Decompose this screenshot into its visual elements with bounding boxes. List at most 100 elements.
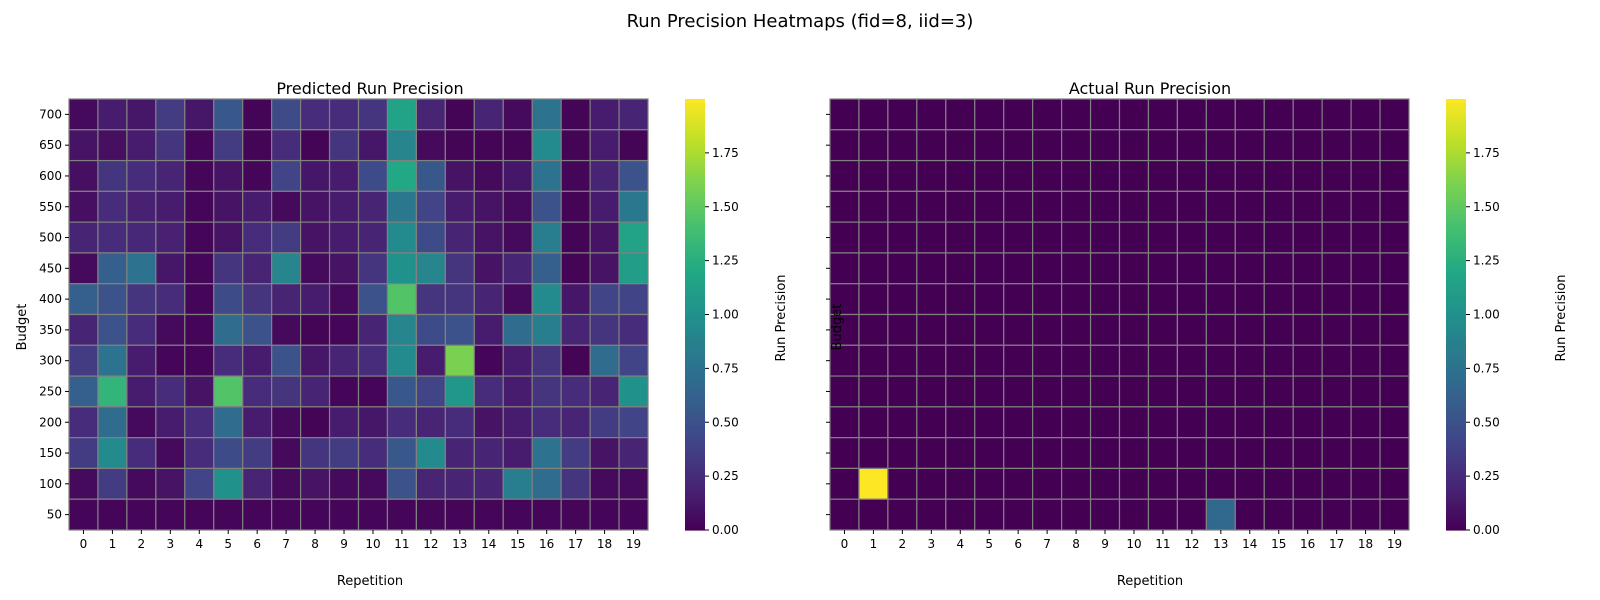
actual-heatmap-cell	[916, 98, 947, 131]
actual-heatmap-cell	[1379, 375, 1410, 408]
actual-heatmap-cell	[945, 252, 976, 285]
actual-heatmap-cell	[1263, 375, 1294, 408]
predicted-heatmap-cell	[97, 159, 128, 192]
predicted-heatmap-cell	[328, 159, 360, 192]
predicted-colorbar-segment	[685, 389, 705, 395]
predicted-heatmap-cell	[126, 467, 157, 500]
actual-heatmap-cell	[1118, 190, 1150, 223]
actual-colorbar-segment	[1446, 454, 1466, 459]
predicted-x-tick-label: 14	[481, 537, 496, 551]
predicted-heatmap-cell	[300, 129, 331, 162]
actual-heatmap-cell	[1176, 313, 1207, 346]
actual-colorbar-segment	[1446, 285, 1466, 290]
actual-heatmap-cell	[1003, 437, 1034, 470]
predicted-heatmap-cell	[473, 159, 504, 192]
predicted-colorbar-segment	[685, 185, 705, 190]
actual-heatmap-cell	[1321, 406, 1352, 439]
predicted-heatmap-cell	[589, 221, 620, 254]
actual-colorbar-segment	[1446, 465, 1466, 470]
actual-heatmap-cell	[1321, 129, 1352, 162]
actual-heatmap-cell	[1003, 129, 1034, 162]
actual-heatmap-cell	[1032, 159, 1063, 192]
actual-heatmap-cell	[1263, 252, 1294, 285]
predicted-heatmap-cell	[184, 98, 215, 131]
actual-x-tick-label: 10	[1126, 537, 1141, 551]
predicted-colorbar-segment	[685, 210, 705, 215]
actual-heatmap-cell	[1060, 252, 1092, 285]
predicted-colorbar-segment	[685, 314, 705, 319]
predicted-colorbar-segment	[685, 167, 705, 172]
predicted-heatmap-cell	[328, 406, 360, 439]
predicted-heatmap-cell	[502, 406, 533, 439]
predicted-heatmap-cell	[271, 283, 302, 316]
predicted-colorbar-segment	[685, 447, 705, 452]
actual-colorbar-segment	[1446, 271, 1466, 276]
actual-heatmap-cell	[1321, 313, 1352, 346]
actual-heatmap-cell	[1147, 375, 1178, 408]
actual-heatmap-cell	[1292, 221, 1323, 254]
predicted-heatmap-cell	[97, 344, 128, 377]
actual-heatmap-cell	[1060, 221, 1092, 254]
actual-heatmap-cell	[1003, 467, 1034, 500]
predicted-heatmap-cell	[328, 190, 360, 223]
predicted-heatmap-cell	[531, 129, 562, 162]
actual-colorbar-segment	[1446, 253, 1466, 258]
predicted-colorbar-segment	[685, 407, 705, 413]
predicted-heatmap-cell	[97, 375, 128, 408]
predicted-heatmap-cell	[502, 221, 533, 254]
predicted-colorbar-segment	[685, 411, 705, 416]
actual-colorbar-segment	[1446, 109, 1466, 114]
predicted-colorbar-segment	[685, 454, 705, 459]
actual-colorbar-tick-label: 1.00	[1473, 308, 1500, 322]
actual-heatmap-cell	[1176, 129, 1207, 162]
actual-heatmap-cell	[1060, 467, 1092, 500]
actual-heatmap-cell	[1205, 498, 1236, 531]
predicted-heatmap-cell	[415, 313, 446, 346]
predicted-heatmap-cell	[328, 313, 360, 346]
predicted-heatmap-cell	[531, 283, 562, 316]
actual-x-axis-label: Repetition	[1117, 574, 1183, 589]
predicted-heatmap-cell	[68, 252, 99, 285]
actual-colorbar-segment	[1446, 443, 1466, 448]
predicted-heatmap-cell	[68, 129, 99, 162]
predicted-x-tick-label: 19	[626, 537, 641, 551]
predicted-heatmap-cell	[126, 313, 157, 346]
actual-x-tick-label: 16	[1300, 537, 1315, 551]
actual-heatmap-cell	[916, 437, 947, 470]
predicted-heatmap-cell	[68, 190, 99, 223]
actual-heatmap-cell	[858, 467, 889, 500]
actual-colorbar-segment	[1446, 224, 1466, 229]
predicted-colorbar-segment	[685, 354, 705, 359]
actual-heatmap-cell	[1060, 129, 1092, 162]
predicted-y-tick-label: 350	[39, 323, 62, 337]
predicted-heatmap-cell	[473, 190, 504, 223]
actual-colorbar-segment	[1446, 400, 1466, 405]
actual-heatmap-cell	[1379, 437, 1410, 470]
actual-heatmap-cell	[1321, 498, 1352, 531]
predicted-colorbar-segment	[685, 375, 705, 380]
predicted-colorbar-segment	[685, 285, 705, 290]
actual-heatmap-cell	[1350, 190, 1381, 223]
actual-heatmap-cell	[1032, 283, 1063, 316]
predicted-x-tick-label: 17	[568, 537, 583, 551]
actual-heatmap-cell	[829, 375, 860, 408]
actual-heatmap-cell	[1350, 159, 1381, 192]
predicted-heatmap-cell	[300, 375, 331, 408]
actual-colorbar-tick-label: 0.75	[1473, 361, 1500, 375]
actual-colorbar-segment	[1446, 339, 1466, 344]
actual-colorbar-tick-label: 1.50	[1473, 200, 1500, 214]
actual-heatmap-cell	[1147, 129, 1178, 162]
actual-heatmap-cell	[1118, 406, 1150, 439]
actual-colorbar-segment	[1446, 386, 1466, 391]
predicted-y-tick-label: 400	[39, 292, 62, 306]
predicted-colorbar-segment	[685, 382, 705, 387]
actual-heatmap-cell	[1292, 375, 1323, 408]
actual-heatmap-cell	[1263, 221, 1294, 254]
actual-heatmap-cell	[1379, 129, 1410, 162]
actual-colorbar-segment	[1446, 379, 1466, 384]
actual-heatmap-cell	[1060, 190, 1092, 223]
predicted-heatmap-title: Predicted Run Precision	[276, 79, 463, 98]
predicted-heatmap-cell	[213, 129, 244, 162]
predicted-colorbar-segment	[685, 257, 705, 262]
predicted-colorbar-tick-label: 1.25	[712, 254, 739, 268]
